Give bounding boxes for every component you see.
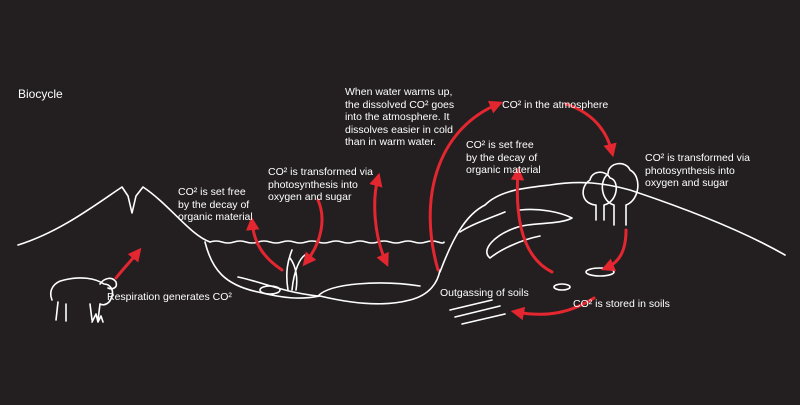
water-plant [285, 249, 306, 291]
label-atmosphere: CO² in the atmosphere [502, 99, 609, 111]
arrow-water-warming [369, 172, 389, 267]
pebbles-soil-2 [553, 283, 571, 291]
hill-outline [439, 181, 786, 273]
hill-stream [459, 211, 506, 233]
pebbles-lake [259, 285, 281, 295]
lake-bottom-curve-2 [317, 282, 421, 297]
arrow-respiration [114, 247, 142, 280]
arrow-trees-to-soil [601, 228, 628, 272]
tree-left [582, 171, 617, 221]
label-photosynthesis-lake: CO² is transformed via photosynthesis in… [268, 166, 374, 203]
label-decay-left: CO² is set free by the decay of organic … [178, 186, 253, 223]
ram-grass [91, 313, 104, 323]
pebbles-soil [585, 267, 615, 277]
diagram-title: Biocycle [18, 87, 63, 101]
label-photosynthesis-trees: CO² is transformed via photosynthesis in… [645, 152, 751, 189]
arrow-soil-to-outgassing [510, 296, 596, 321]
arrow-atmosphere-to-trees [564, 102, 617, 158]
label-water-warming: When water warms up, the dissolved CO² g… [345, 86, 455, 148]
ram-icon [49, 277, 118, 322]
soil-lines [449, 299, 506, 325]
river-lower [486, 227, 541, 259]
arrow-decay-lake-up [246, 216, 284, 272]
lake-basin [204, 241, 441, 305]
tree-right [601, 162, 639, 226]
label-decay-right: CO² is set free by the decay of organic … [466, 139, 541, 176]
label-stored-in-soils: CO² is stored in soils [573, 298, 670, 310]
label-respiration: Respiration generates CO² [107, 291, 232, 303]
river-upper [514, 208, 573, 229]
label-outgassing: Outgassing of soils [440, 287, 529, 299]
arrow-outgassing-up [428, 100, 503, 272]
water-surface [209, 240, 445, 244]
arrow-soil-release [510, 166, 554, 274]
arrow-photosynthesis-lake-down [302, 198, 324, 267]
volcano-outline [17, 186, 211, 246]
